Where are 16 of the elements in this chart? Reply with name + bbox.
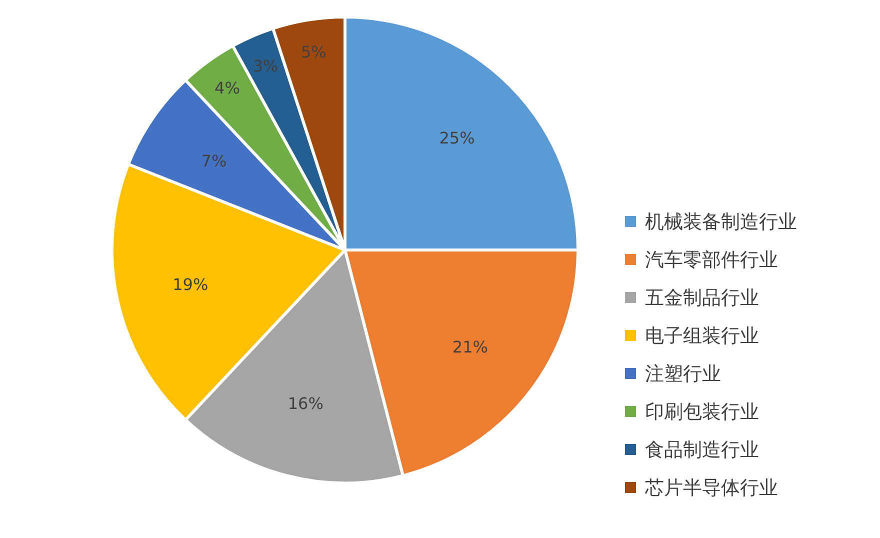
data-label: 16% <box>288 394 324 413</box>
legend-label: 注塑行业 <box>645 363 721 385</box>
data-label: 19% <box>172 275 208 294</box>
legend-label: 食品制造行业 <box>645 439 759 461</box>
data-label: 21% <box>452 338 488 357</box>
legend-label: 五金制品行业 <box>645 287 759 309</box>
data-label: 25% <box>439 128 475 148</box>
legend-label: 印刷包装行业 <box>645 401 759 423</box>
data-label: 5% <box>300 42 326 62</box>
data-label: 7% <box>201 151 227 170</box>
legend-label: 机械装备制造行业 <box>645 211 797 233</box>
legend-label: 电子组装行业 <box>645 325 759 347</box>
data-label: 4% <box>214 78 240 98</box>
data-label: 3% <box>252 56 278 76</box>
legend-label: 芯片半导体行业 <box>644 477 778 499</box>
legend-label: 汽车零部件行业 <box>645 249 778 271</box>
